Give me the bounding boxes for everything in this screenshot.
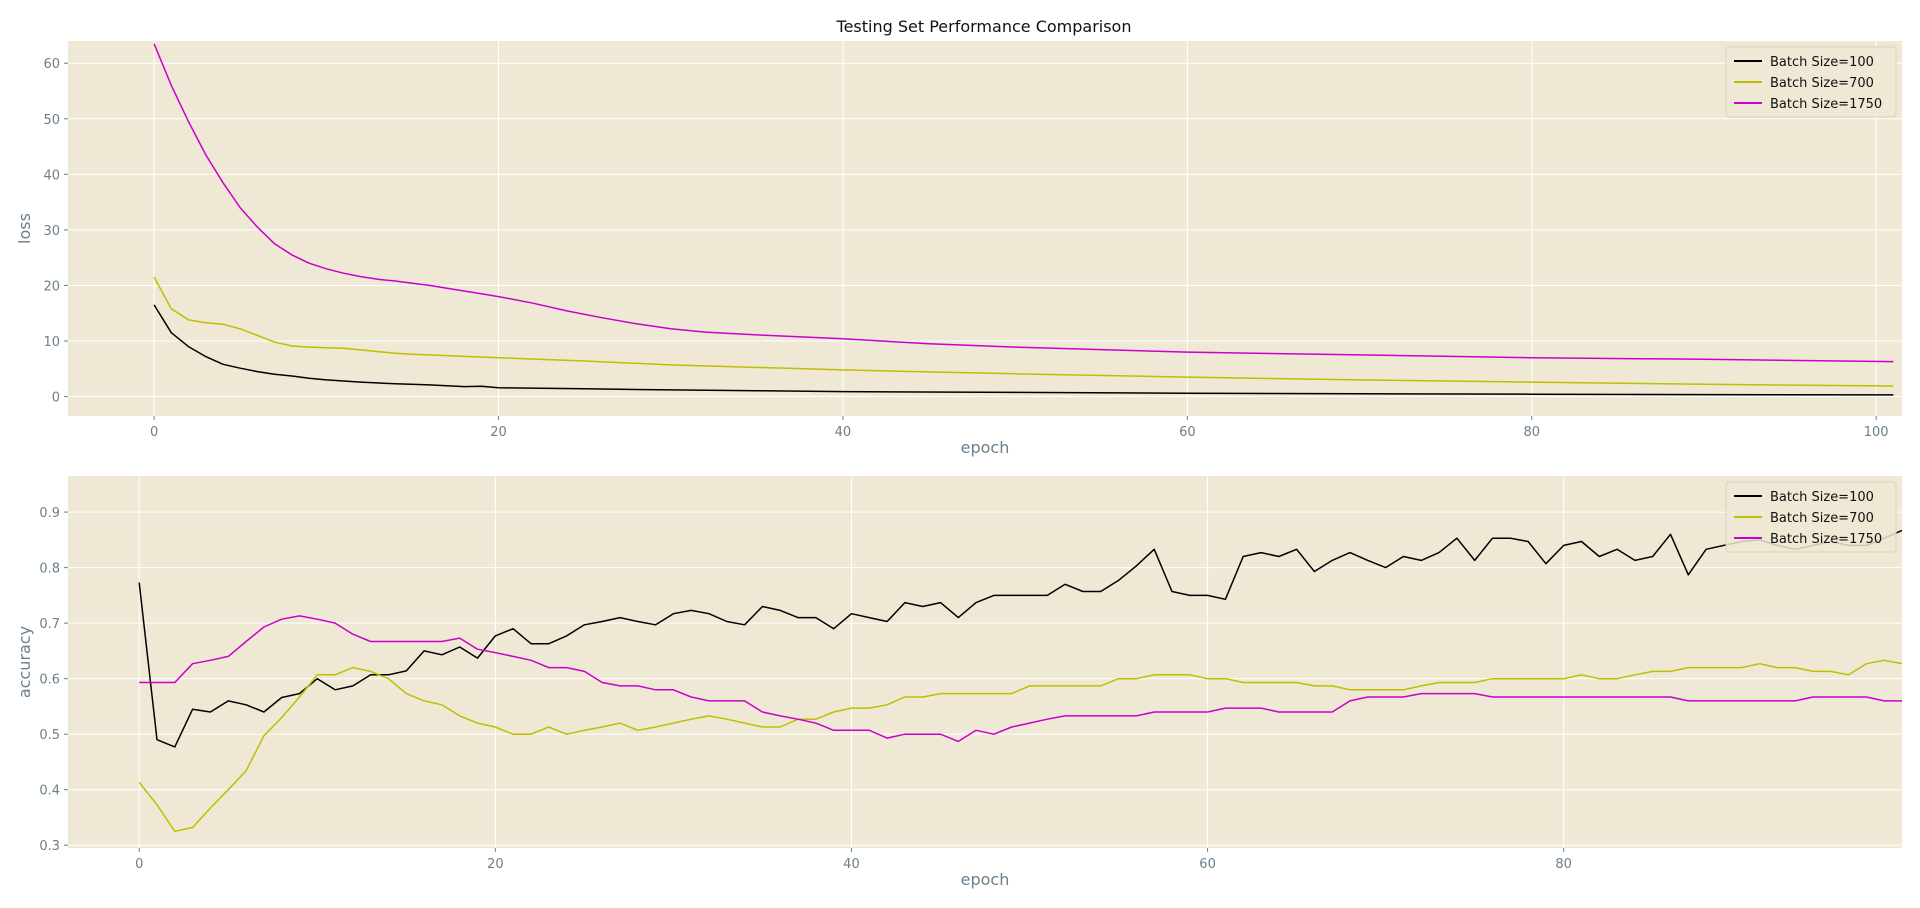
chart-0-series-group xyxy=(153,43,1894,396)
chart-0-y-tick-label: 10 xyxy=(43,335,60,350)
chart-0-x-tick-label: 80 xyxy=(1523,425,1540,440)
chart-0-legend-box xyxy=(1725,46,1897,118)
chart-1-series-line-3 xyxy=(139,615,1902,743)
chart-0-plot-area xyxy=(68,41,1902,416)
chart-1: 0 20 40 60 80 0.3 0.4 0.5 0.6 0.7 0.8 0.9 epoch accur… xyxy=(15,476,1902,889)
chart-1-series-line-1 xyxy=(138,529,1902,748)
chart-0-y-axis-label: loss xyxy=(15,213,34,244)
chart-1-legend-label-1: Batch Size=100 xyxy=(1770,490,1874,505)
chart-0-y-tick-label: 60 xyxy=(43,57,60,72)
chart-1-series-line-2 xyxy=(138,659,1902,833)
chart-1-x-tick-label: 0 xyxy=(135,857,143,872)
chart-1-x-axis-label: epoch xyxy=(961,870,1010,889)
chart-0-legend-label-2: Batch Size=700 xyxy=(1770,76,1874,91)
chart-0: 0 20 40 60 80 100 0 10 20 30 40 50 60 epoch loss Batch … xyxy=(15,41,1902,457)
chart-0-x-axis-label: epoch xyxy=(961,438,1010,457)
chart-0-y-tick-label: 40 xyxy=(43,168,60,183)
chart-0-x-tick-label: 60 xyxy=(1179,425,1196,440)
chart-1-x-tick-label: 80 xyxy=(1555,857,1572,872)
chart-1-plot-area xyxy=(68,476,1902,848)
chart-0-x-tick-label: 40 xyxy=(835,425,852,440)
chart-1-y-tick-label: 0.5 xyxy=(39,728,60,743)
chart-0-legend-label-3: Batch Size=1750 xyxy=(1770,97,1882,112)
chart-1-y-tick-label: 0.3 xyxy=(39,839,60,854)
chart-0-x-tick-label: 20 xyxy=(490,425,507,440)
chart-0-series-line-2 xyxy=(153,276,1894,387)
chart-1-y-tick-label: 0.7 xyxy=(39,617,60,632)
chart-1-x-tick-label: 20 xyxy=(487,857,504,872)
chart-1-series-group xyxy=(138,529,1902,833)
chart-1-x-tick-label: 40 xyxy=(843,857,860,872)
chart-1-legend-label-2: Batch Size=700 xyxy=(1770,511,1874,526)
chart-0-y-tick-label: 50 xyxy=(43,113,60,128)
chart-0-legend-label-1: Batch Size=100 xyxy=(1770,55,1874,70)
chart-1-y-tick-label: 0.4 xyxy=(39,784,60,799)
chart-0-series-line-3 xyxy=(153,43,1894,363)
chart-title: Testing Set Performance Comparison xyxy=(836,17,1132,36)
chart-1-legend: Batch Size=100 Batch Size=700 Batch Size=1… xyxy=(1725,481,1897,553)
chart-1-legend-label-3: Batch Size=1750 xyxy=(1770,532,1882,547)
chart-0-x-tick-label: 0 xyxy=(150,425,158,440)
chart-0-legend: Batch Size=100 Batch Size=700 Batch Size=1… xyxy=(1725,46,1897,118)
chart-1-y-tick-label: 0.9 xyxy=(39,506,60,521)
chart-1-y-axis-label: accuracy xyxy=(15,626,34,698)
chart-0-series-line-1 xyxy=(153,304,1894,396)
chart-1-y-tick-label: 0.6 xyxy=(39,673,60,688)
chart-1-y-tick-label: 0.8 xyxy=(39,562,60,577)
chart-0-y-tick-label: 20 xyxy=(43,279,60,294)
chart-1-x-tick-label: 60 xyxy=(1199,857,1216,872)
chart-1-legend-box xyxy=(1725,481,1897,553)
chart-0-y-tick-label: 0 xyxy=(52,391,60,406)
chart-0-x-tick-label: 100 xyxy=(1864,425,1889,440)
chart-0-y-tick-label: 30 xyxy=(43,224,60,239)
